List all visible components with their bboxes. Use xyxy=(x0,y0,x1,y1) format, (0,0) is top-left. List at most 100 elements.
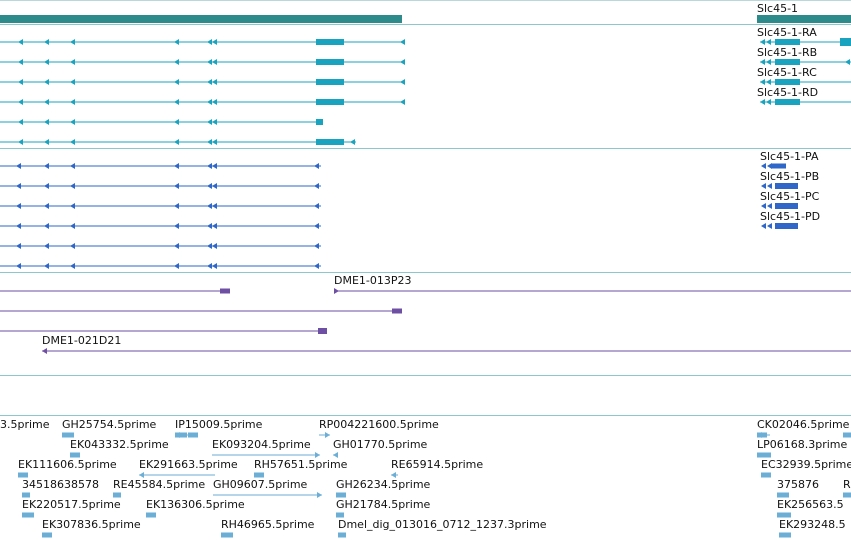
strand-arrow-left xyxy=(314,163,319,169)
protein-block xyxy=(772,163,786,169)
est-label[interactable]: RE65914.5prime xyxy=(391,458,484,471)
est-label[interactable]: EK136306.5prime xyxy=(146,498,245,511)
gene-bar xyxy=(757,15,851,23)
strand-arrow-left xyxy=(70,243,75,249)
clone-end xyxy=(392,308,402,314)
est-label[interactable]: EK291663.5prime xyxy=(139,458,238,471)
est-label[interactable]: GH21784.5prime xyxy=(336,498,431,511)
exon-block xyxy=(840,38,851,46)
exon-block xyxy=(316,79,344,85)
est-label[interactable]: RP004221600.5prime xyxy=(319,418,439,431)
strand-arrow-left xyxy=(314,223,319,229)
transcript-label-rc[interactable]: Slc45-1-RC xyxy=(757,66,817,79)
est-label[interactable]: LP06168.3prime xyxy=(757,438,848,451)
exon-block xyxy=(316,119,323,125)
strand-arrow-left xyxy=(18,39,23,45)
strand-arrow-left xyxy=(314,183,319,189)
est-block xyxy=(188,432,198,438)
strand-arrow-left xyxy=(760,59,765,65)
est-label[interactable]: GH01770.5prime xyxy=(333,438,428,451)
est-label[interactable]: CK02046.5prime xyxy=(757,418,850,431)
est-label[interactable]: EK093204.5prime xyxy=(212,438,311,451)
strand-arrow-left xyxy=(44,263,49,269)
strand-arrow-left xyxy=(18,99,23,105)
strand-arrow-left xyxy=(400,59,405,65)
strand-arrow-left xyxy=(16,183,21,189)
strand-arrow-right xyxy=(315,452,320,458)
est-label[interactable]: RH46965.5prime xyxy=(221,518,315,531)
transcript-label-rb[interactable]: Slc45-1-RB xyxy=(757,46,818,59)
strand-arrow-left xyxy=(174,59,179,65)
clone-label-021d21[interactable]: DME1-021D21 xyxy=(42,334,122,347)
est-label[interactable]: EK256563.5 xyxy=(777,498,844,511)
strand-arrow-left xyxy=(400,99,405,105)
strand-arrow-right xyxy=(334,288,339,294)
strand-arrow-left xyxy=(314,243,319,249)
est-block xyxy=(221,532,233,538)
clone-end xyxy=(318,328,327,334)
strand-arrow-left xyxy=(767,223,772,229)
exon-block xyxy=(775,79,800,85)
protein-label-pc[interactable]: Slc45-1-PC xyxy=(760,190,820,203)
strand-arrow-left xyxy=(174,79,179,85)
est-label[interactable]: GH09607.5prime xyxy=(213,478,308,491)
strand-arrow-left xyxy=(212,243,217,249)
est-label[interactable]: R xyxy=(843,478,851,491)
protein-label-pd[interactable]: Slc45-1-PD xyxy=(760,210,821,223)
strand-arrow-left xyxy=(212,119,217,125)
strand-arrow-left xyxy=(845,59,850,65)
protein-label-pb[interactable]: Slc45-1-PB xyxy=(760,170,820,183)
est-label[interactable]: 375876 xyxy=(777,478,819,491)
transcript-label-ra[interactable]: Slc45-1-RA xyxy=(757,26,817,39)
strand-arrow-left xyxy=(16,203,21,209)
strand-arrow-left xyxy=(70,59,75,65)
est-label[interactable]: RE45584.5prime xyxy=(113,478,206,491)
est-label[interactable]: EK293248.5 xyxy=(779,518,846,531)
strand-arrow-left xyxy=(18,59,23,65)
strand-arrow-left xyxy=(766,39,771,45)
est-label[interactable]: EK307836.5prime xyxy=(42,518,141,531)
strand-arrow-left xyxy=(761,163,766,169)
strand-arrow-left xyxy=(207,223,212,229)
protein-block xyxy=(775,183,798,189)
strand-arrow-left xyxy=(207,79,212,85)
est-label[interactable]: EC32939.5prime xyxy=(761,458,851,471)
strand-arrow-left xyxy=(760,99,765,105)
exon-block xyxy=(775,99,800,105)
est-label[interactable]: GH25754.5prime xyxy=(62,418,157,431)
est-label[interactable]: EK043332.5prime xyxy=(70,438,169,451)
gene-label[interactable]: Slc45-1 xyxy=(757,2,799,15)
est-label[interactable]: 3.5prime xyxy=(0,418,50,431)
strand-arrow-left xyxy=(212,139,217,145)
est-block xyxy=(113,492,121,498)
est-block xyxy=(22,492,30,498)
strand-arrow-left xyxy=(174,163,179,169)
strand-arrow-left xyxy=(44,163,49,169)
est-label[interactable]: Dmel_dig_013016_0712_1237.3prime xyxy=(338,518,547,531)
strand-arrow-left xyxy=(70,163,75,169)
strand-arrow-left xyxy=(174,263,179,269)
strand-arrow-left xyxy=(207,99,212,105)
strand-arrow-left xyxy=(207,139,212,145)
est-label[interactable]: GH26234.5prime xyxy=(336,478,431,491)
strand-arrow-left xyxy=(174,119,179,125)
est-label[interactable]: IP15009.5prime xyxy=(175,418,263,431)
strand-arrow-left xyxy=(70,203,75,209)
strand-arrow-left xyxy=(44,183,49,189)
exon-block xyxy=(775,59,800,65)
est-label[interactable]: EK111606.5prime xyxy=(18,458,117,471)
strand-arrow-left xyxy=(207,183,212,189)
est-label[interactable]: 34518638578 xyxy=(22,478,99,491)
strand-arrow-left xyxy=(207,163,212,169)
strand-arrow-left xyxy=(350,139,355,145)
strand-arrow-left xyxy=(766,79,771,85)
protein-label-pa[interactable]: Slc45-1-PA xyxy=(760,150,819,163)
strand-arrow-left xyxy=(761,183,766,189)
clone-label-013p23[interactable]: DME1-013P23 xyxy=(334,274,412,287)
est-label[interactable]: RH57651.5prime xyxy=(254,458,348,471)
strand-arrow-left xyxy=(18,79,23,85)
strand-arrow-left xyxy=(175,432,180,438)
transcript-label-rd[interactable]: Slc45-1-RD xyxy=(757,86,819,99)
est-label[interactable]: EK220517.5prime xyxy=(22,498,121,511)
